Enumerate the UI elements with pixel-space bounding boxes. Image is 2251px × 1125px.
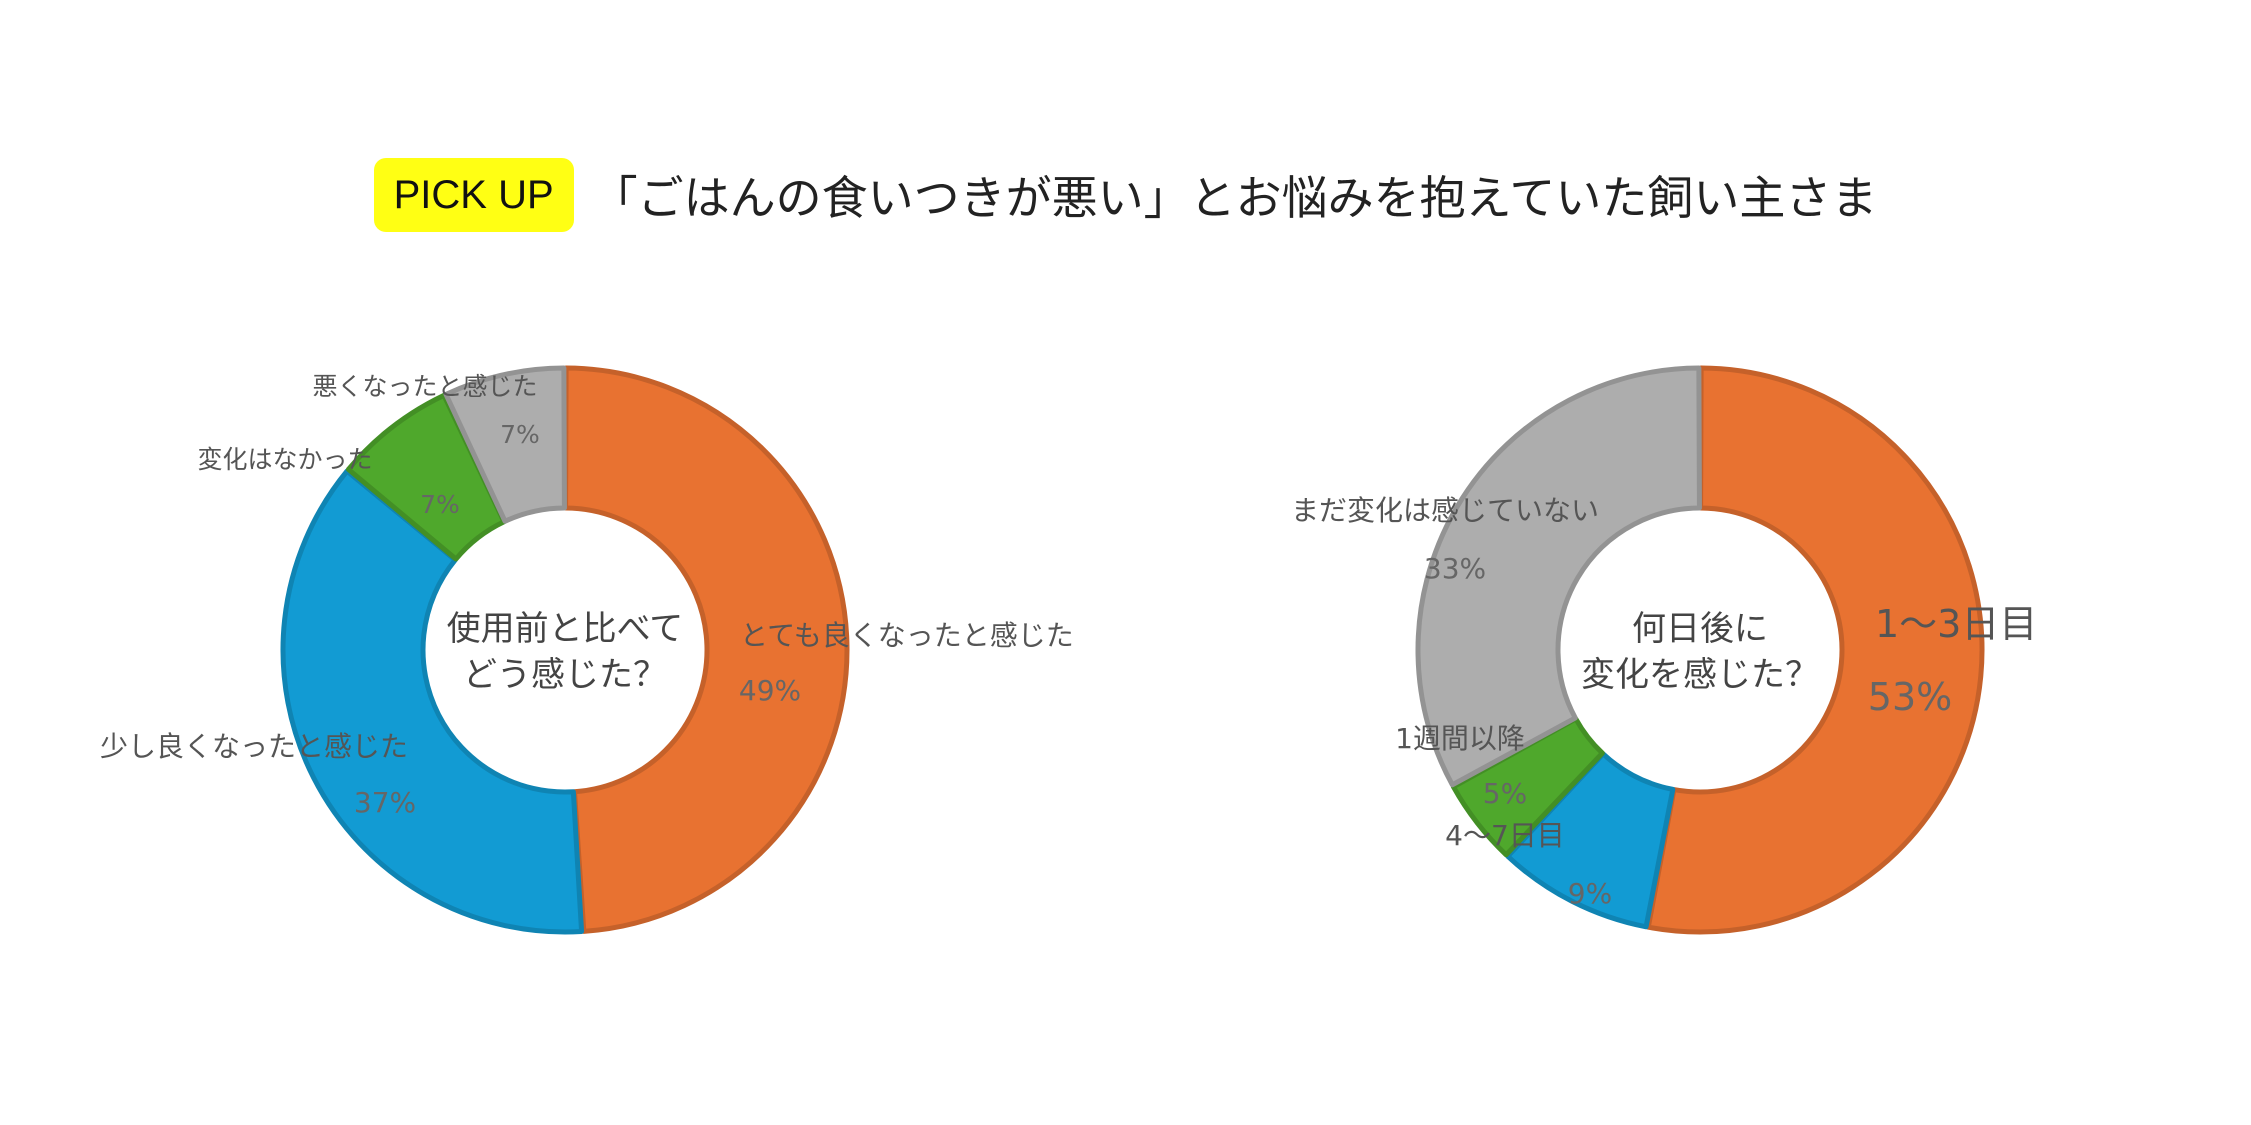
donut-slice-2 [280, 468, 585, 935]
donut-slice-4 [443, 365, 567, 524]
donut-slice-4 [1415, 365, 1702, 788]
slice-value-1: 53% [1868, 675, 1952, 719]
center-text-line-1: 何日後に [1632, 609, 1768, 649]
slice-value-3: 7% [420, 490, 460, 519]
slice-label-3: 1週間以降 [1395, 722, 1525, 755]
page-title: 「ごはんの食いつきが悪い」とお悩みを抱えていた飼い主さま [591, 171, 1878, 225]
center-text-line-2: どう感じた？ [463, 655, 667, 695]
slice-label-2: 4〜7日目 [1445, 819, 1565, 852]
pick-up-badge: PICK UP [373, 158, 574, 232]
slice-value-4: 33% [1424, 552, 1486, 585]
slice-value-1: 49% [739, 674, 801, 707]
slice-label-1: とても良くなったと感じた [740, 619, 1074, 652]
slice-label-1: 1〜3日目 [1875, 602, 2037, 646]
donut-slice-1 [563, 365, 850, 934]
slice-value-2: 37% [354, 786, 416, 819]
slice-label-4: 悪くなったと感じた [312, 372, 537, 401]
slice-label-2: 少し良くなったと感じた [100, 730, 408, 763]
donut-chart-comparison: とても良くなったと感じた 49% 少し良くなったと感じた 37% 変化はなかった 7% 悪く… [100, 365, 1074, 935]
slice-value-3: 5% [1483, 777, 1527, 810]
center-text-line-1: 使用前と比べて [447, 609, 684, 649]
slice-label-4: まだ変化は感じていない [1291, 494, 1599, 527]
donut-slice-1 [1645, 365, 1985, 935]
slice-label-3: 変化はなかった [197, 445, 372, 474]
slice-value-2: 9% [1568, 877, 1612, 910]
slice-value-4: 7% [500, 420, 540, 449]
header: PICK UP 「ごはんの食いつきが悪い」とお悩みを抱えていた飼い主さま [0, 155, 2251, 235]
center-text-line-2: 変化を感じた？ [1581, 655, 1819, 695]
